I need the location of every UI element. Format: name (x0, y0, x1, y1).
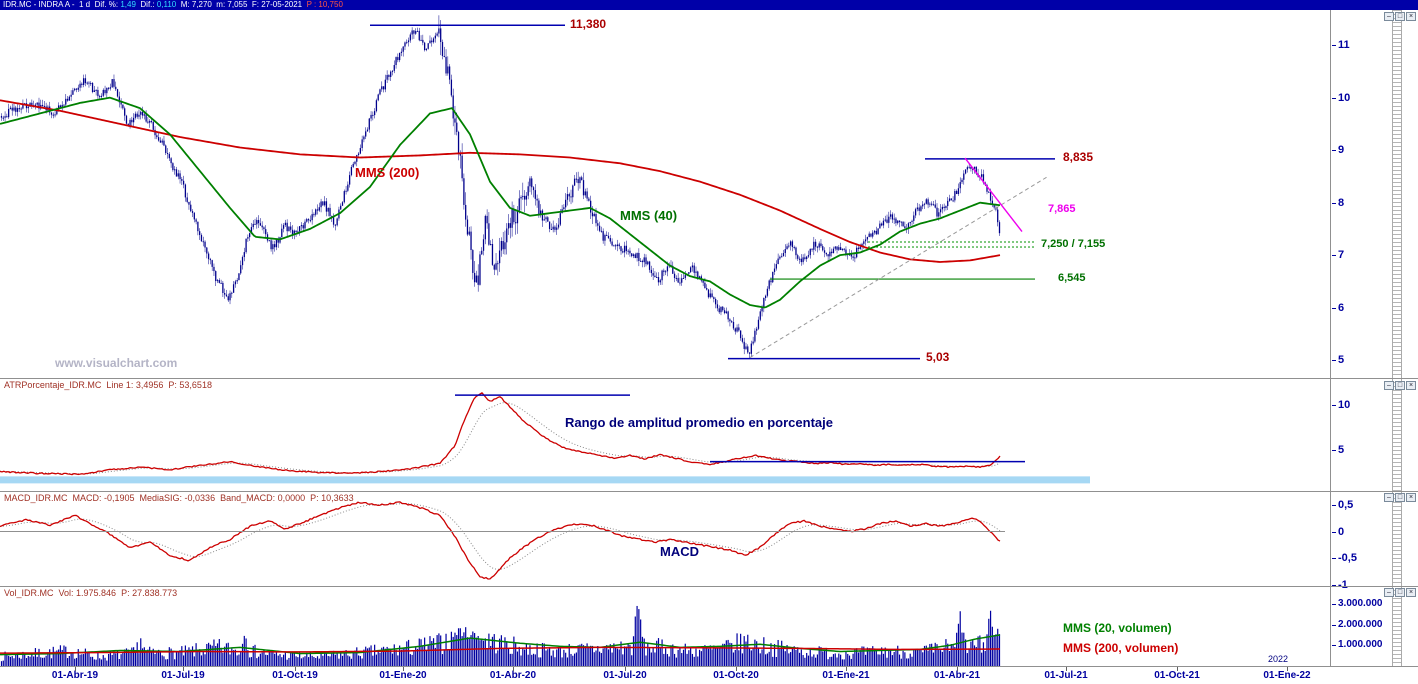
maximize-button[interactable]: □ (1395, 588, 1405, 597)
macd-scale-label: 0,5 (1331, 498, 1354, 511)
price-scale-label: 9 (1331, 144, 1345, 157)
date-tickmark (625, 667, 626, 671)
volume-panel-header: Vol_IDR.MC Vol: 1.975.846 P: 27.838.773 (4, 588, 178, 598)
date-label: 01-Jul-21 (1044, 670, 1088, 681)
date-tickmark (1066, 667, 1067, 671)
price-scale-label: 8 (1331, 196, 1345, 209)
close-button[interactable]: × (1406, 12, 1416, 21)
atr-scale-label: 10 (1331, 398, 1351, 411)
panel-separator-macd[interactable] (0, 491, 1418, 492)
date-tickmark (846, 667, 847, 671)
date-label: 01-Ene-20 (379, 670, 427, 681)
close-button[interactable]: × (1406, 588, 1416, 597)
price-scale-label: 7 (1331, 249, 1345, 262)
date-label: 01-Ene-22 (1263, 670, 1311, 681)
price-scale-label: 5 (1331, 354, 1345, 367)
minimize-button[interactable]: – (1384, 588, 1394, 597)
date-label: 01-Ene-21 (822, 670, 870, 681)
date-tickmark (403, 667, 404, 671)
date-tickmark (75, 667, 76, 671)
date-tickmark (957, 667, 958, 671)
macd-scale-label: 0 (1331, 525, 1345, 538)
minimize-button[interactable]: – (1384, 12, 1394, 21)
title-segment: 1,49 (120, 0, 136, 9)
date-label: 01-Jul-19 (161, 670, 205, 681)
instrument-title-bar[interactable]: IDR.MC - INDRA A - 1 d Dif. %: 1,49 Dif.… (0, 0, 1418, 10)
vol-scale-label: 1.000.000 (1332, 639, 1383, 651)
price-scale-label: 11 (1332, 39, 1350, 52)
close-button[interactable]: × (1406, 493, 1416, 502)
date-tickmark (1177, 667, 1178, 671)
panel-separator-atr[interactable] (0, 378, 1418, 379)
macd-scale-label: -0,5 (1332, 552, 1357, 564)
title-segment: 0,110 (156, 0, 177, 9)
vol-scale-label: 3.000.000 (1332, 597, 1383, 609)
date-label: 01-Oct-20 (713, 670, 759, 681)
minimize-button[interactable]: – (1384, 381, 1394, 390)
date-tickmark (1287, 667, 1288, 671)
date-tickmark (295, 667, 296, 671)
vol-scale-label: 2.000.000 (1332, 618, 1383, 630)
date-label: 01-Jul-20 (603, 670, 647, 681)
close-button[interactable]: × (1406, 381, 1416, 390)
minimize-button[interactable]: – (1384, 493, 1394, 502)
date-tickmark (183, 667, 184, 671)
price-scale-label: 6 (1331, 301, 1345, 314)
maximize-button[interactable]: □ (1395, 12, 1405, 21)
panel-separator-volume[interactable] (0, 586, 1418, 587)
chart-canvas[interactable] (0, 10, 1330, 666)
maximize-button[interactable]: □ (1395, 381, 1405, 390)
atr-panel-header: ATRPorcentaje_IDR.MC Line 1: 3,4956 P: 5… (4, 380, 212, 390)
date-label: 01-Oct-21 (1154, 670, 1200, 681)
date-tickmark (736, 667, 737, 671)
title-segment: Dif.: (135, 0, 157, 9)
title-segment: P : 10,750 (306, 0, 343, 9)
date-label: 01-Abr-21 (933, 670, 981, 681)
title-segment: IDR.MC - INDRA A - 1 d (3, 0, 95, 9)
macd-scale-label: -1 (1332, 578, 1348, 591)
scale-ruler[interactable] (1392, 10, 1402, 682)
date-tickmark (513, 667, 514, 671)
date-label: 01-Abr-19 (51, 670, 99, 681)
maximize-button[interactable]: □ (1395, 493, 1405, 502)
title-segment: M: 7,270 m: 7,055 F: 27-05-2021 (176, 0, 307, 9)
title-segment: Dif. %: (94, 0, 121, 9)
time-axis[interactable]: 01-Abr-19 01-Jul-19 01-Oct-19 01-Ene-20 01-A… (0, 666, 1418, 684)
atr-scale-label: 5 (1331, 443, 1345, 456)
price-scale[interactable]: 11 10 9 8 7 6 5 10 5 0,5 0 -0,5 -1 3.000.000 2.000.000… (1330, 10, 1418, 666)
date-label: 01-Oct-19 (272, 670, 318, 681)
date-label: 01-Abr-20 (489, 670, 537, 681)
macd-panel-header: MACD_IDR.MC MACD: -0,1905 MediaSIG: -0,0… (4, 493, 354, 503)
price-scale-label: 10 (1331, 91, 1351, 104)
